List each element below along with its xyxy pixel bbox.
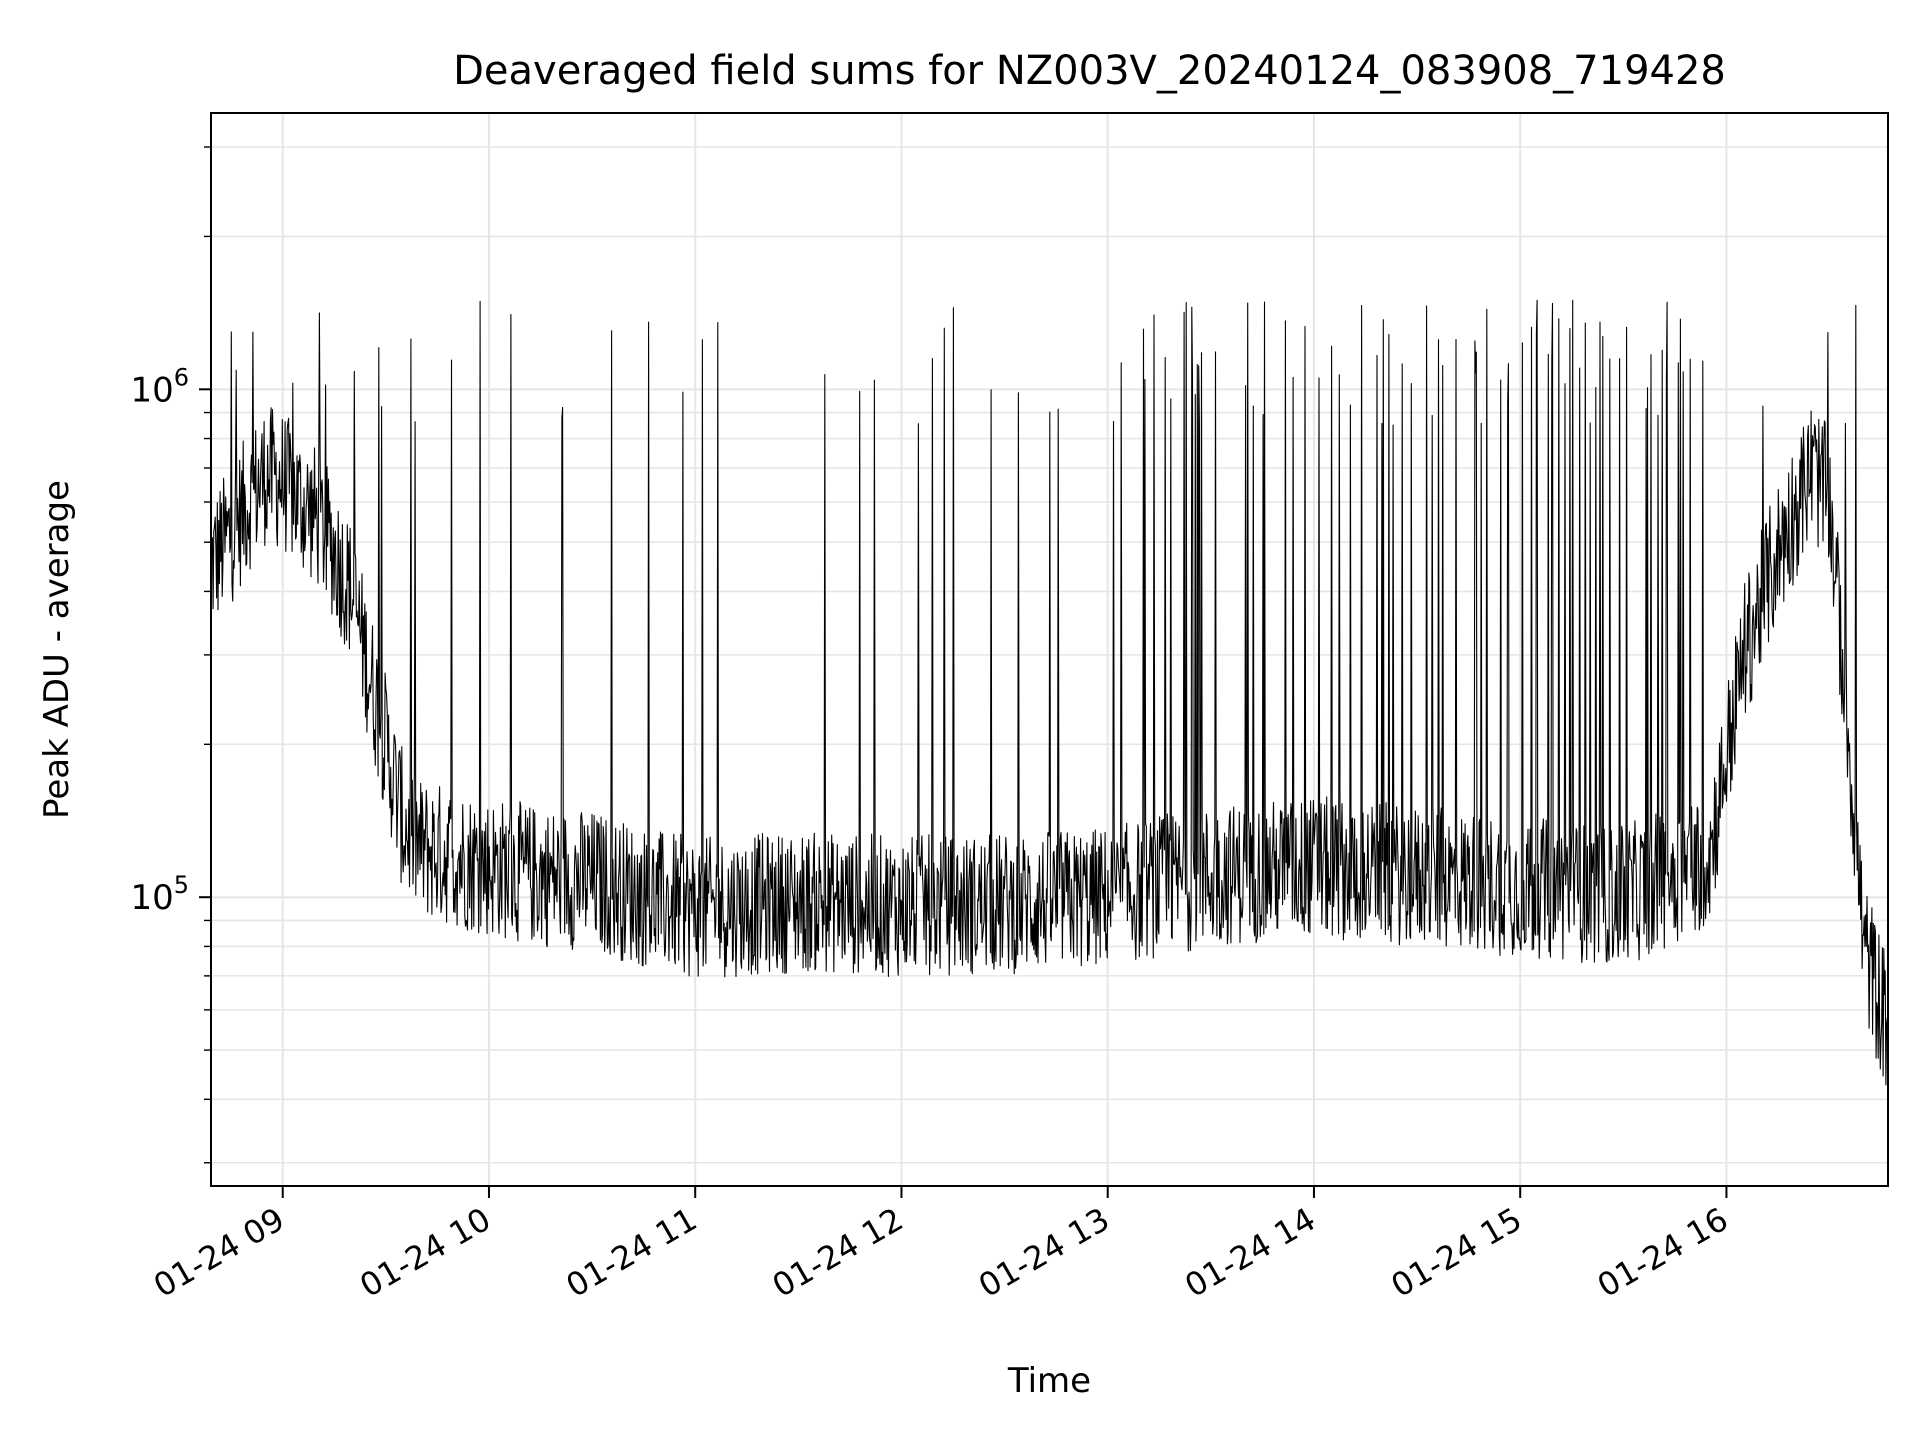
series-line bbox=[210, 299, 1889, 1086]
y-axis-label: Peak ADU - average bbox=[37, 480, 77, 819]
axes-frame bbox=[210, 112, 1889, 1187]
x-tick-label: 01-24 13 bbox=[972, 1200, 1116, 1305]
x-tick-label: 01-24 11 bbox=[560, 1200, 704, 1305]
chart-title: Deaveraged field sums for NZ003V_2024012… bbox=[453, 48, 1726, 94]
x-tick-label: 01-24 16 bbox=[1591, 1200, 1735, 1305]
x-tick-label: 01-24 14 bbox=[1178, 1200, 1322, 1305]
x-tick-label: 01-24 10 bbox=[353, 1200, 497, 1305]
x-tick-label: 01-24 15 bbox=[1385, 1200, 1529, 1305]
y-tick-label: 106 bbox=[130, 363, 189, 410]
x-axis-label: Time bbox=[1007, 1361, 1091, 1401]
x-tick-label: 01-24 09 bbox=[147, 1200, 291, 1305]
y-tick-label: 105 bbox=[130, 871, 189, 918]
x-tick-label: 01-24 12 bbox=[766, 1200, 910, 1305]
